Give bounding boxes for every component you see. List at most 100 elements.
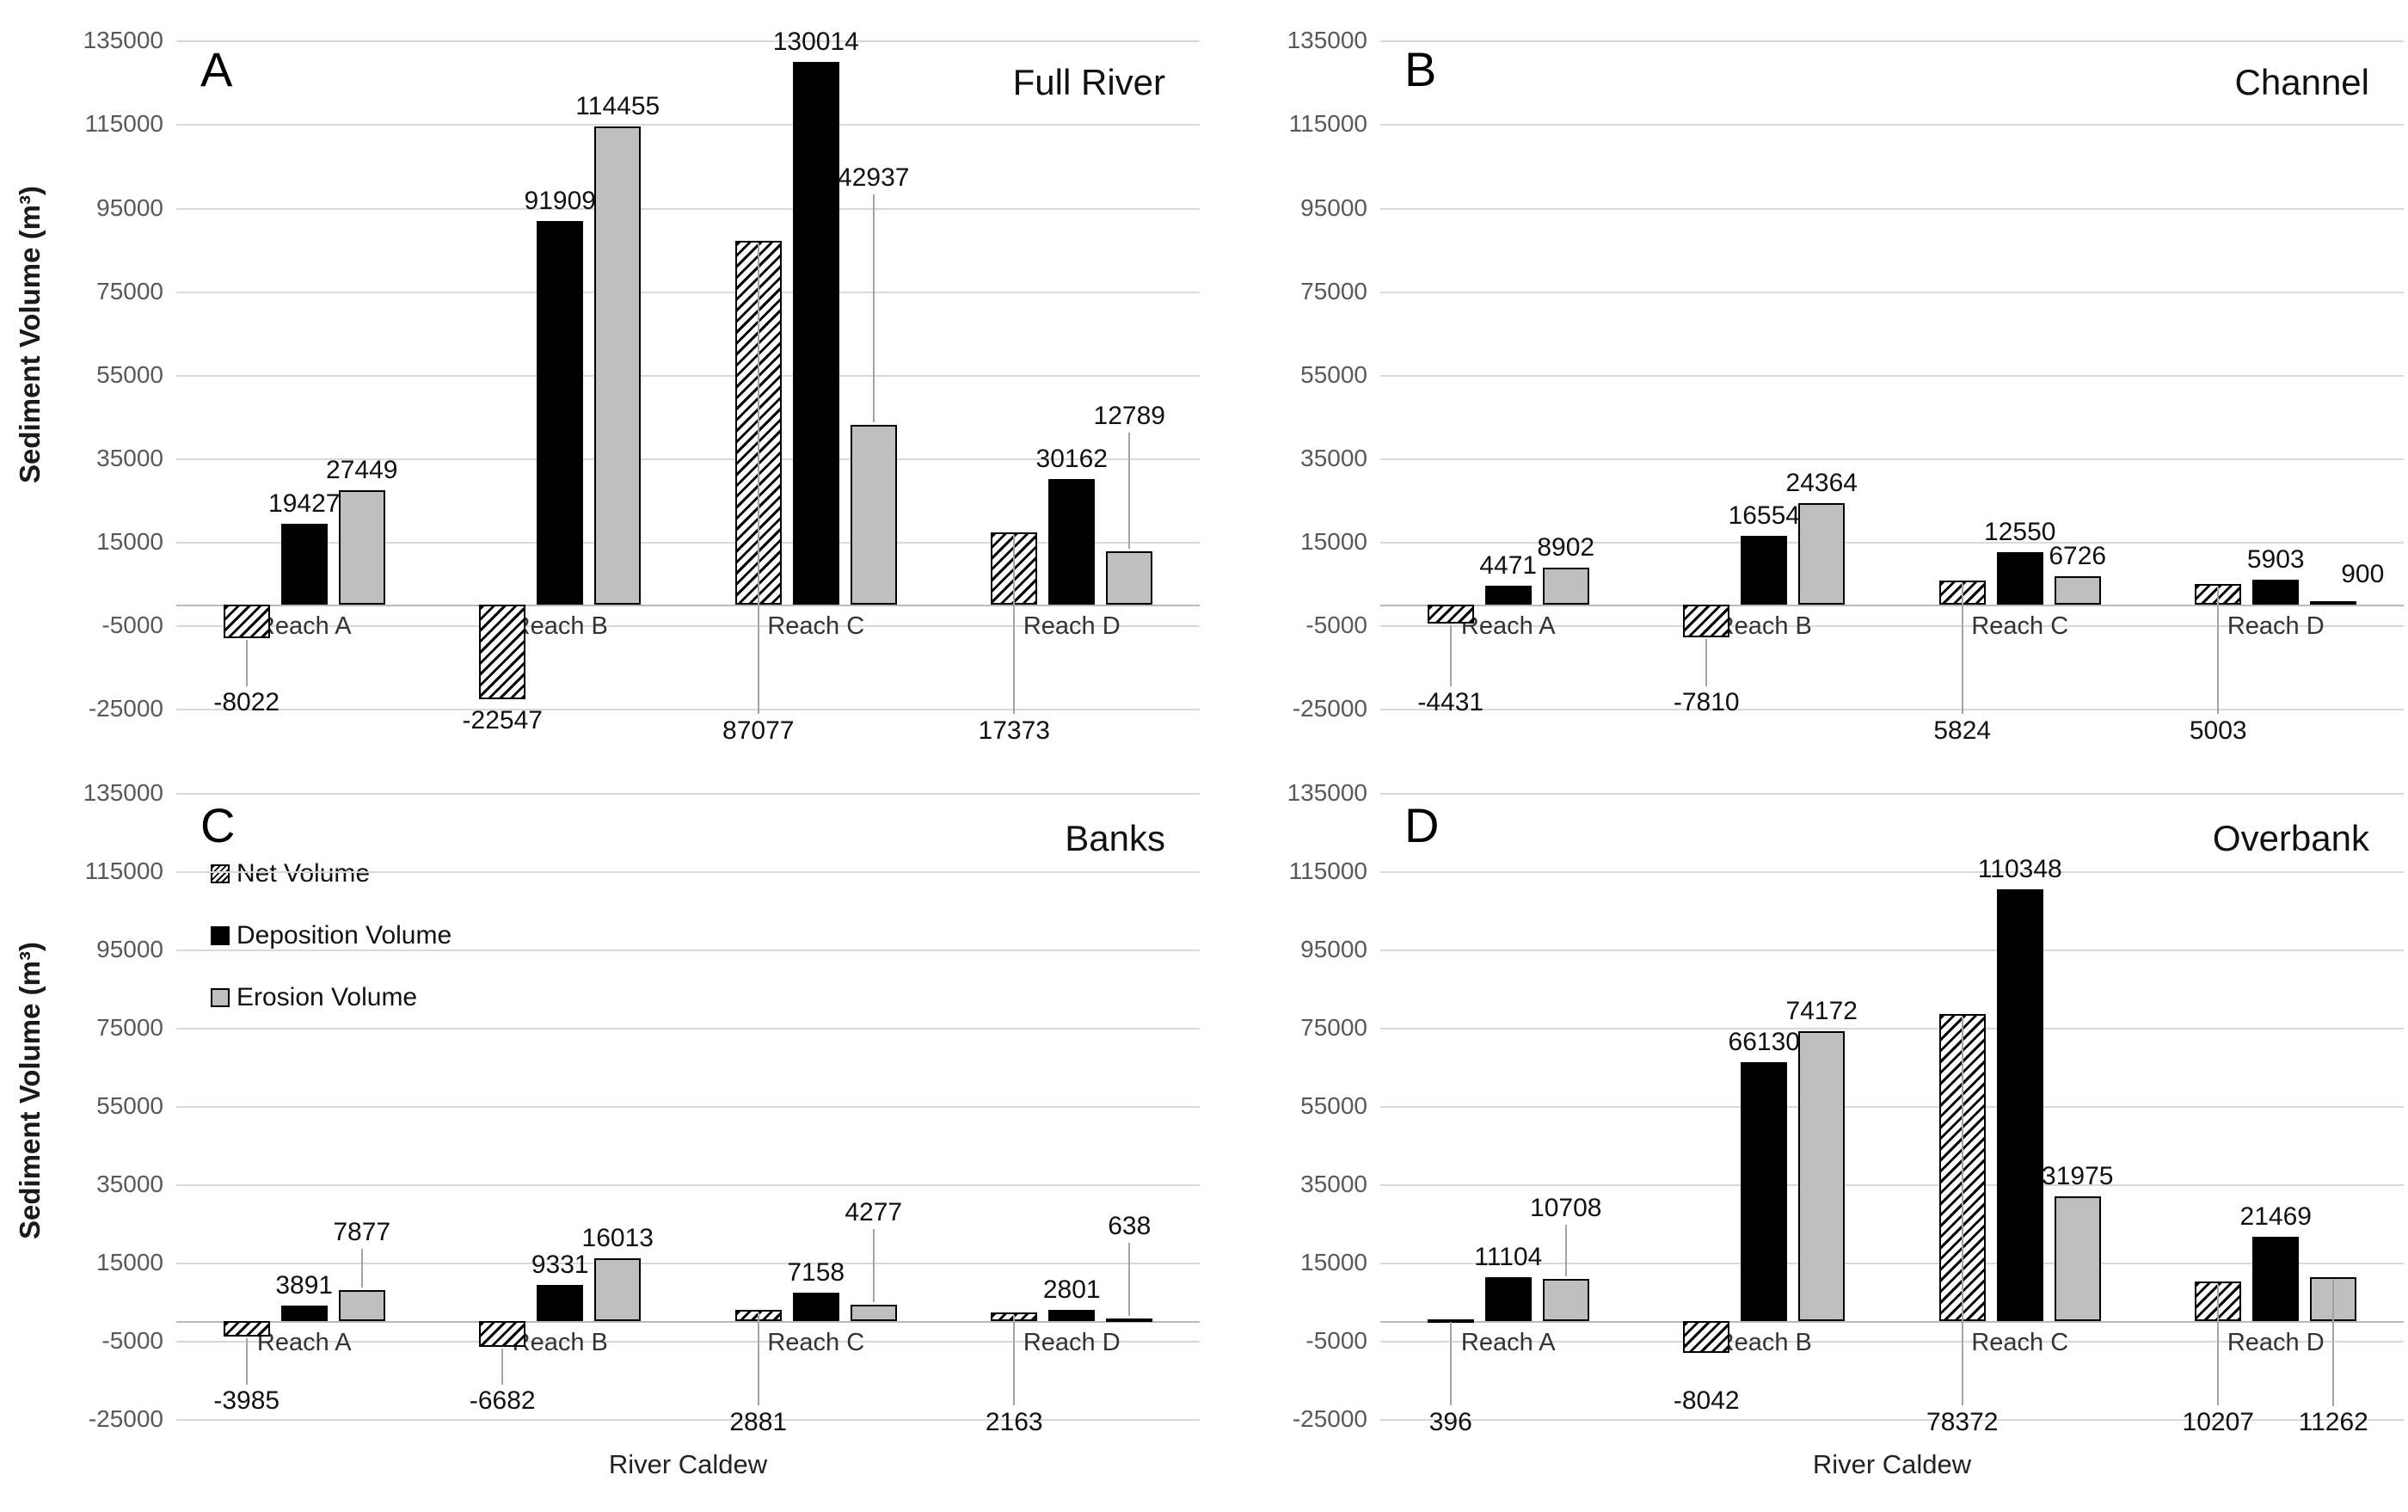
x-axis-line — [1380, 1321, 2404, 1323]
gridline — [176, 1027, 1200, 1030]
label-deposition-reach-b: 66130 — [1728, 1028, 1800, 1057]
leader-net-reach-b — [501, 1349, 504, 1385]
category-label-reach-b: Reach B — [1716, 612, 1812, 640]
label-deposition-reach-a: 3891 — [275, 1271, 334, 1300]
panel-letter-c: C — [200, 798, 236, 852]
x-axis-title: River Caldew — [1812, 1449, 1972, 1479]
gridline — [1380, 374, 2404, 377]
y-tick-label: -25000 — [88, 695, 163, 722]
panel-title-channel: Channel — [2234, 62, 2369, 102]
y-tick-label: 135000 — [83, 27, 163, 54]
category-label-reach-c: Reach C — [1971, 612, 2069, 640]
label-erosion-reach-c: 42937 — [838, 163, 910, 193]
gridline — [176, 870, 1200, 873]
label-erosion-reach-d: 11262 — [2298, 1408, 2368, 1436]
label-net-reach-a: -4431 — [1417, 688, 1484, 716]
bar-net-reach-a — [1427, 1318, 1474, 1323]
legend-item-net-volume: Net Volume — [211, 859, 452, 888]
label-erosion-reach-d: 12789 — [1093, 401, 1165, 430]
y-tick-label: 95000 — [96, 194, 163, 221]
label-net-reach-a: -8022 — [213, 688, 280, 716]
label-deposition-reach-c: 12550 — [1984, 518, 2056, 547]
y-tick-label: 35000 — [1300, 445, 1367, 471]
bar-net-reach-b — [479, 1321, 526, 1348]
y-tick-label: 95000 — [96, 935, 163, 962]
bar-dep-reach-c — [1996, 888, 2043, 1321]
panel-letter-d: D — [1404, 798, 1440, 852]
panel-full-river: Sediment Volume (m³) A Full River 135000… — [0, 0, 1204, 756]
bar-ero-reach-a — [338, 489, 385, 605]
leader-erosion-reach-a — [1564, 1225, 1567, 1277]
label-erosion-reach-b: 114455 — [575, 92, 660, 121]
legend-label: Deposition Volume — [236, 921, 452, 950]
gridline — [1380, 207, 2404, 210]
x-axis-line — [176, 1321, 1200, 1323]
bar-dep-reach-d — [2252, 580, 2300, 605]
label-deposition-reach-d: 21469 — [2239, 1202, 2312, 1232]
label-deposition-reach-c: 110348 — [1977, 854, 2062, 883]
gridline — [1380, 709, 2404, 711]
panel-letter-a: A — [200, 42, 233, 96]
leader-net-reach-b — [1705, 638, 1708, 686]
legend-item-deposition-volume: Deposition Volume — [211, 921, 452, 950]
bar-net-reach-b — [1683, 1321, 1730, 1353]
category-label-reach-a: Reach A — [1460, 1329, 1556, 1356]
y-tick-label: -25000 — [88, 1404, 163, 1432]
label-erosion-reach-a: 27449 — [326, 455, 398, 484]
gridline — [176, 374, 1200, 377]
bar-ero-reach-a — [1542, 1279, 1589, 1321]
y-tick-label: 75000 — [96, 277, 163, 304]
x-axis-line — [1380, 605, 2404, 606]
category-label-reach-d: Reach D — [2227, 612, 2325, 640]
bar-ero-reach-c — [850, 1304, 897, 1321]
label-net-reach-d: 10207 — [2182, 1408, 2254, 1436]
gridline — [1380, 625, 2404, 628]
panel-channel: B Channel 135000 115000 95000 75000 55000 350… — [1204, 0, 2408, 756]
leader-erosion-reach-d — [1128, 432, 1131, 549]
label-erosion-reach-b: 24364 — [1785, 468, 1858, 497]
gridline — [176, 40, 1200, 43]
gridline — [1380, 1105, 2404, 1108]
leader-net-reach-c — [757, 1312, 759, 1405]
bar-ero-reach-d — [2310, 600, 2357, 605]
label-erosion-reach-c: 31975 — [2042, 1161, 2114, 1190]
bar-ero-reach-c — [850, 425, 897, 605]
y-tick-label: 135000 — [83, 778, 163, 806]
legend-item-erosion-volume: Erosion Volume — [211, 983, 452, 1012]
y-tick-label: 135000 — [1287, 27, 1367, 54]
gridline — [1380, 1418, 2404, 1421]
y-tick-label: 55000 — [96, 360, 163, 388]
panel-title-full-river: Full River — [1012, 62, 1165, 102]
bar-net-reach-a — [223, 1321, 270, 1337]
label-deposition-reach-b: 16554 — [1728, 501, 1800, 530]
y-tick-label: 35000 — [96, 1170, 163, 1197]
y-tick-label: -25000 — [1292, 695, 1367, 722]
category-label-reach-a: Reach A — [256, 1329, 352, 1356]
label-net-reach-b: -6682 — [469, 1386, 536, 1415]
leader-net-reach-d — [1013, 534, 1016, 714]
label-deposition-reach-d: 5903 — [2246, 545, 2305, 575]
y-tick-label: 75000 — [1300, 1013, 1367, 1041]
gridline — [176, 1183, 1200, 1186]
bar-ero-reach-a — [338, 1290, 385, 1321]
label-erosion-reach-c: 6726 — [2049, 542, 2107, 571]
leader-net-reach-c — [1961, 582, 1963, 714]
gridline — [176, 625, 1200, 628]
gridline — [176, 542, 1200, 544]
label-deposition-reach-a: 19427 — [268, 489, 341, 518]
leader-net-reach-c — [757, 243, 759, 714]
label-deposition-reach-d: 2801 — [1042, 1275, 1101, 1305]
bar-dep-reach-d — [1048, 1310, 1096, 1321]
leader-net-reach-a — [1449, 1322, 1452, 1405]
panel-letter-b: B — [1404, 42, 1437, 96]
bar-dep-reach-b — [537, 1284, 584, 1321]
y-tick-label: -5000 — [101, 1326, 163, 1354]
category-label-reach-c: Reach C — [767, 1329, 865, 1356]
label-erosion-reach-c: 4277 — [845, 1197, 903, 1226]
y-tick-label: 75000 — [1300, 277, 1367, 304]
y-tick-label: 55000 — [96, 1091, 163, 1119]
panel-banks: Sediment Volume (m³) C Banks Net Volume … — [0, 756, 1204, 1512]
y-tick-label: 55000 — [1300, 360, 1367, 388]
label-net-reach-c: 2881 — [729, 1408, 788, 1436]
gridline — [1380, 124, 2404, 126]
